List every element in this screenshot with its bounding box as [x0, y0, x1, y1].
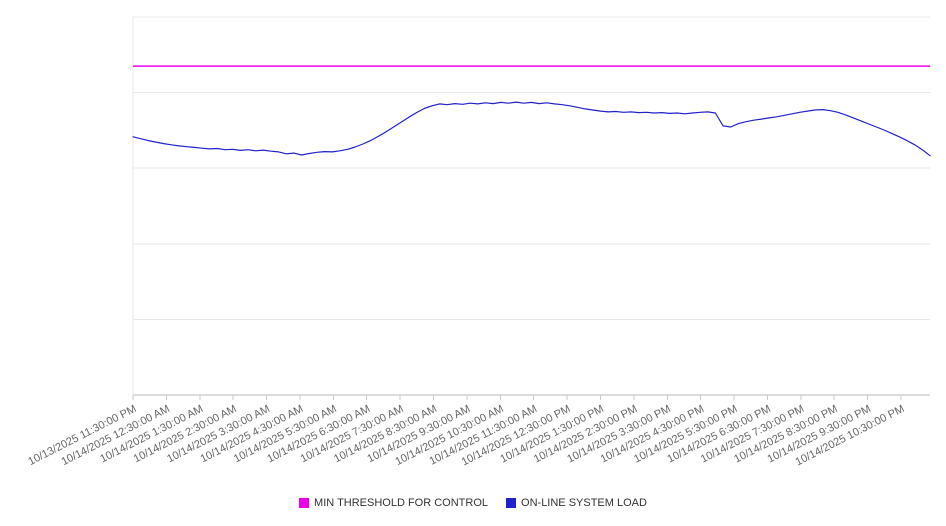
series-line: [132, 101, 931, 157]
legend-label-min-threshold: MIN THRESHOLD FOR CONTROL: [314, 497, 489, 509]
chart-legend: MIN THRESHOLD FOR CONTROL ON-LINE SYSTEM…: [0, 497, 946, 509]
online-system-load-swatch-icon: [506, 498, 517, 508]
legend-label-online-system-load: ON-LINE SYSTEM LOAD: [521, 497, 647, 509]
min-threshold-swatch-icon: [299, 498, 310, 508]
legend-item-min-threshold[interactable]: MIN THRESHOLD FOR CONTROL: [299, 497, 488, 509]
legend-item-online-system-load[interactable]: ON-LINE SYSTEM LOAD: [506, 497, 647, 509]
